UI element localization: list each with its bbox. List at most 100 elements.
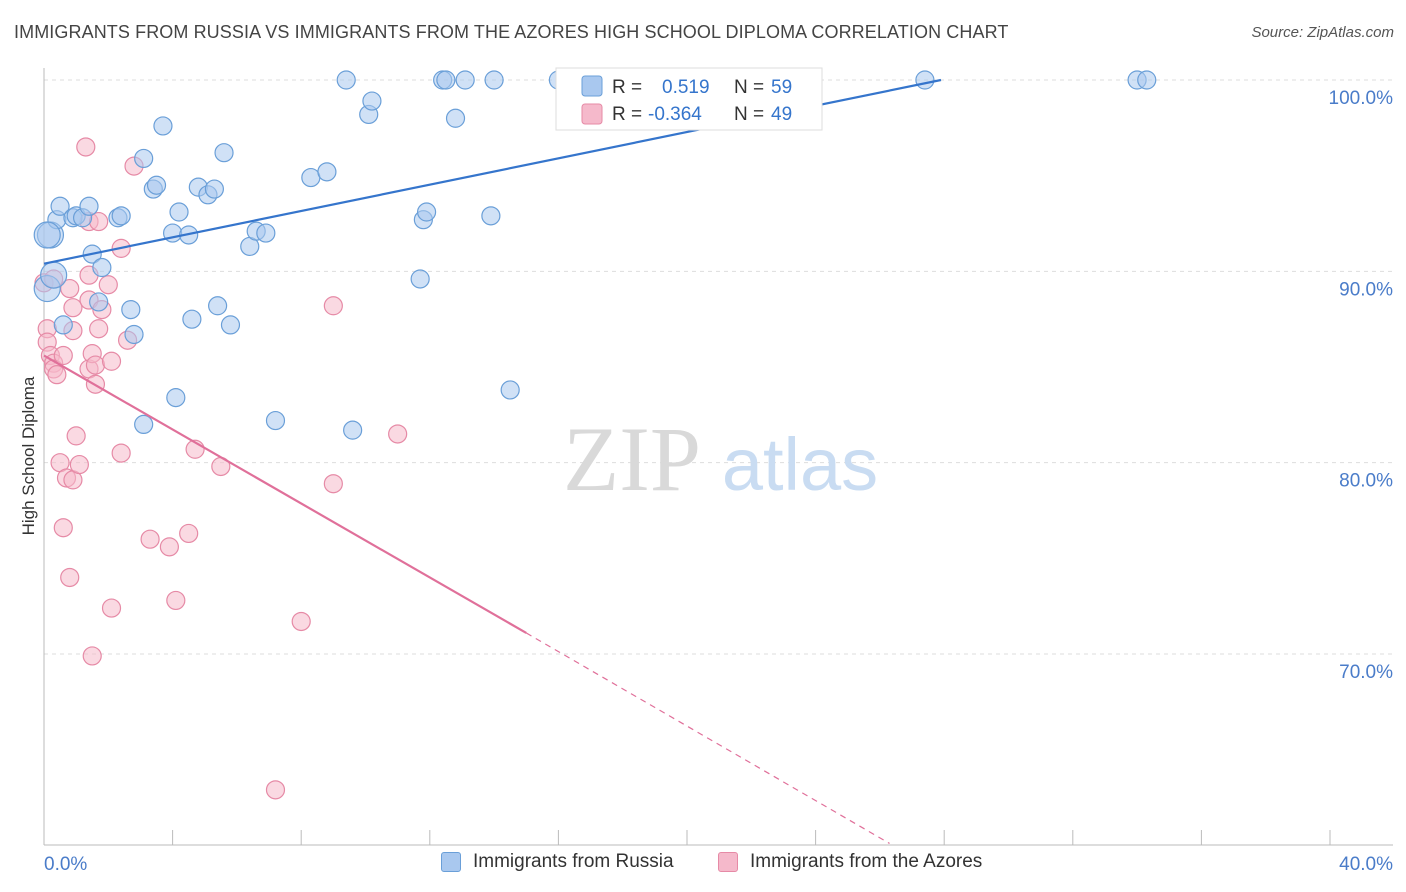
legend-r-value-russia: 0.519 <box>662 77 710 98</box>
russia-point <box>481 206 501 226</box>
russia-point <box>111 206 131 226</box>
russia-point <box>455 70 475 90</box>
russia-point <box>166 388 186 408</box>
azores-point <box>89 211 109 232</box>
azores-point <box>140 529 160 549</box>
legend-r-label-azores: R = <box>612 104 642 125</box>
chart-title: IMMIGRANTS FROM RUSSIA VS IMMIGRANTS FRO… <box>14 22 1009 42</box>
azores-point <box>111 443 131 463</box>
azores-point <box>323 474 343 494</box>
azores-point <box>388 424 408 444</box>
russia-point <box>214 143 234 163</box>
bottom-legend-russia: Immigrants from Russia <box>441 851 674 873</box>
russia-point <box>134 414 154 434</box>
y-axis-label: High School Diploma <box>19 376 38 535</box>
azores-point <box>159 537 179 557</box>
azores-point <box>89 319 109 339</box>
russia-point <box>182 309 202 329</box>
azores-point <box>66 426 86 446</box>
russia-point <box>50 196 70 216</box>
y-tick-label: 100.0% <box>1329 88 1394 109</box>
russia-point <box>40 261 68 289</box>
legend-r-value-azores: -0.364 <box>648 104 702 125</box>
axes <box>43 68 1393 846</box>
russia-point <box>53 315 73 335</box>
russia-point <box>445 108 466 128</box>
x-tick-labels: 0.0% 40.0% <box>44 854 1393 875</box>
russia-point <box>484 70 504 90</box>
azores-trend-line <box>43 354 527 634</box>
russia-point <box>436 70 456 90</box>
russia-point <box>301 167 321 188</box>
russia-point <box>416 202 437 222</box>
russia-point <box>89 292 109 312</box>
russia-point <box>79 196 99 216</box>
russia-point <box>33 221 61 249</box>
bottom-legend: Immigrants from Russia Immigrants from t… <box>0 851 1406 879</box>
legend-r-label-russia: R = <box>612 77 642 98</box>
russia-point <box>153 116 173 136</box>
russia-point <box>134 148 154 169</box>
bottom-legend-label-azores: Immigrants from the Azores <box>750 851 983 872</box>
azores-point <box>98 275 118 295</box>
russia-point <box>146 175 167 195</box>
azores-point <box>63 298 83 318</box>
russia-point <box>410 269 430 289</box>
watermark-zip: ZIP <box>563 408 701 510</box>
russia-point <box>500 380 520 400</box>
y-tick-label: 80.0% <box>1339 471 1393 492</box>
azores-trend-line-extension <box>525 632 890 844</box>
legend-n-value-azores: 49 <box>771 104 792 125</box>
russia-point <box>92 257 112 278</box>
azores-point <box>47 365 67 385</box>
russia-point <box>256 223 276 243</box>
russia-point <box>265 410 286 431</box>
legend-swatch-russia <box>581 75 603 97</box>
russia-point <box>915 70 935 90</box>
azores-point <box>76 137 96 157</box>
bottom-legend-label-russia: Immigrants from Russia <box>473 851 674 872</box>
azores-points <box>34 137 408 800</box>
russia-point <box>362 91 382 111</box>
y-tick-labels: 70.0% 80.0% 90.0% 100.0% <box>1329 88 1394 683</box>
azores-point <box>291 611 311 632</box>
legend-swatch-azores <box>581 103 603 125</box>
azores-point <box>60 567 80 588</box>
russia-point <box>343 420 363 440</box>
russia-point <box>208 296 228 316</box>
bottom-legend-azores: Immigrants from the Azores <box>718 851 982 873</box>
russia-point <box>220 315 241 335</box>
x-tick-label-min: 0.0% <box>44 854 87 875</box>
bottom-legend-swatch-azores <box>718 852 738 872</box>
azores-point <box>82 646 102 666</box>
legend-n-label-azores: N = <box>734 104 764 125</box>
azores-point <box>53 518 73 538</box>
russia-point <box>317 162 337 182</box>
watermark-atlas: atlas <box>722 423 878 506</box>
russia-point <box>169 202 189 222</box>
russia-points <box>33 70 1157 440</box>
azores-point <box>166 590 186 611</box>
azores-point <box>179 523 199 544</box>
azores-point <box>323 296 343 316</box>
azores-point <box>69 454 89 475</box>
legend: R = 0.519 N = 59 R = -0.364 N = 49 <box>555 67 823 131</box>
russia-point <box>124 324 144 345</box>
azores-point <box>101 351 122 371</box>
source-label: Source: ZipAtlas.com <box>1251 24 1394 41</box>
azores-point <box>53 345 73 366</box>
legend-n-label-russia: N = <box>734 77 764 98</box>
legend-n-value-russia: 59 <box>771 77 792 98</box>
bottom-legend-swatch-russia <box>441 852 461 872</box>
russia-point <box>204 179 224 199</box>
y-tick-label: 90.0% <box>1339 279 1393 300</box>
x-tick-label-max: 40.0% <box>1339 854 1393 875</box>
y-tick-label: 70.0% <box>1339 662 1393 683</box>
grid <box>44 79 1393 655</box>
azores-point <box>101 598 122 618</box>
russia-point <box>121 300 141 320</box>
watermark: ZIP atlas <box>563 408 878 510</box>
russia-point <box>336 70 356 90</box>
russia-point <box>1137 70 1157 90</box>
azores-point <box>85 355 106 375</box>
